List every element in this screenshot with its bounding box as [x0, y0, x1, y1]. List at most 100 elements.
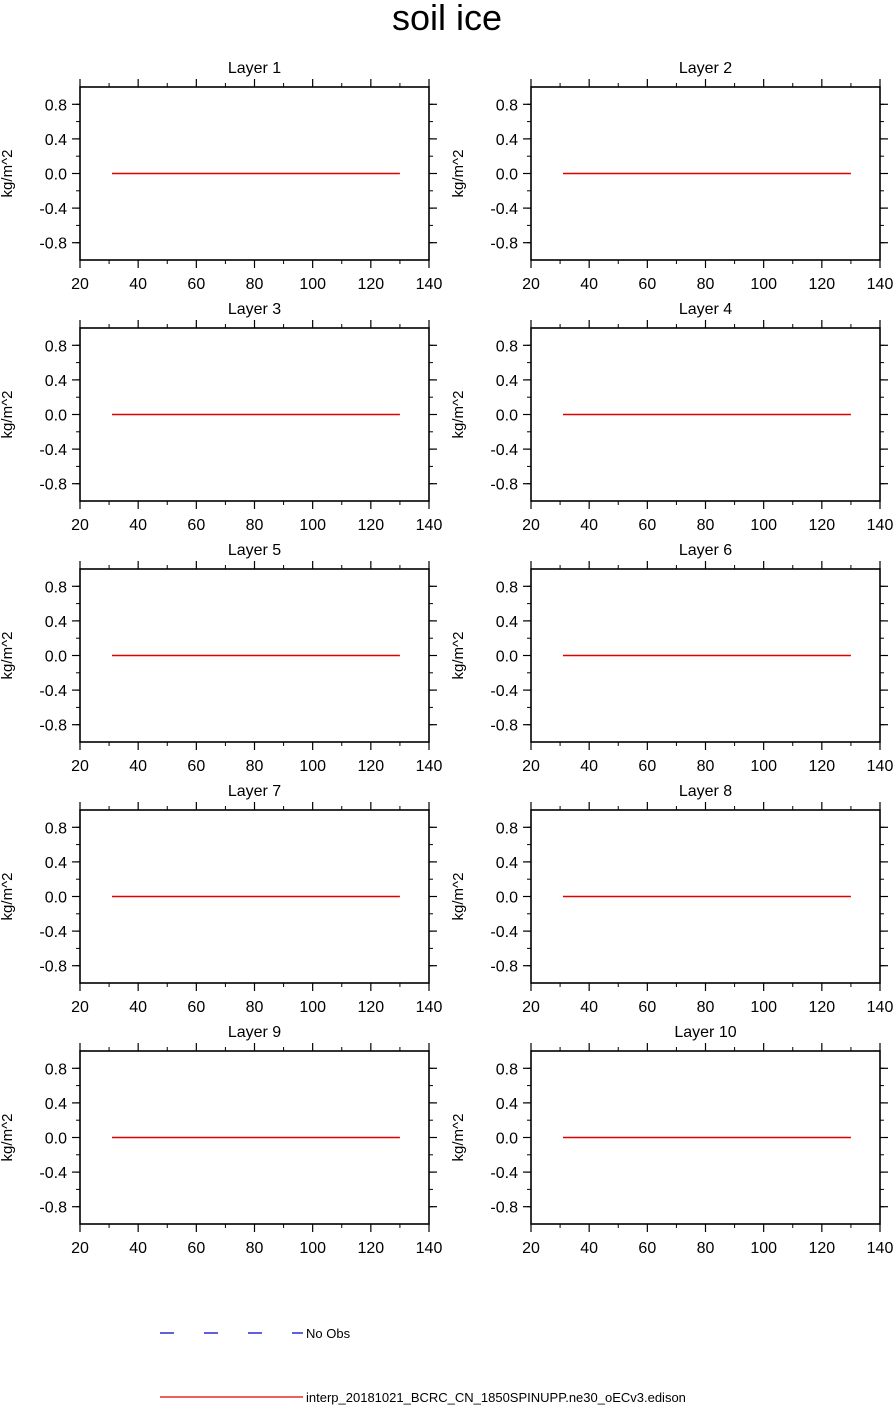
y-tick-label: 0.4 — [45, 614, 67, 631]
y-tick-label: -0.8 — [39, 236, 67, 253]
panel-title: Layer 6 — [679, 542, 732, 559]
y-tick-label: 0.8 — [496, 820, 518, 837]
y-tick-label: 0.4 — [496, 614, 518, 631]
y-tick-label: -0.4 — [39, 1165, 67, 1182]
x-tick-label: 60 — [187, 1240, 205, 1257]
x-tick-label: 40 — [580, 1240, 598, 1257]
x-tick-label: 60 — [187, 758, 205, 775]
y-tick-label: 0.4 — [496, 1096, 518, 1113]
x-tick-label: 60 — [187, 999, 205, 1016]
y-tick-label: -0.8 — [39, 959, 67, 976]
y-tick-label: 0.0 — [496, 408, 518, 425]
y-tick-label: 0.8 — [45, 1061, 67, 1078]
y-tick-label: -0.8 — [39, 1200, 67, 1217]
y-tick-label: 0.8 — [45, 97, 67, 114]
panel-layer-8: Layer 8 20 40 60 80 100 120 140 0.8 0.4 0.0 -0.4 -0.… — [450, 783, 893, 1016]
x-tick-label: 60 — [638, 999, 656, 1016]
x-tick-label: 120 — [808, 1240, 835, 1257]
y-tick-label: -0.4 — [39, 683, 67, 700]
x-tick-label: 60 — [638, 517, 656, 534]
y-axis-label: kg/m^2 — [450, 1114, 467, 1162]
x-tick-label: 120 — [357, 758, 384, 775]
x-tick-label: 120 — [808, 517, 835, 534]
y-tick-label: 0.4 — [496, 132, 518, 149]
x-tick-label: 20 — [71, 276, 89, 293]
panel-title: Layer 7 — [228, 783, 281, 800]
x-tick-label: 20 — [71, 999, 89, 1016]
panel-title: Layer 8 — [679, 783, 732, 800]
x-tick-label: 120 — [357, 999, 384, 1016]
y-tick-label: -0.8 — [490, 1200, 518, 1217]
x-tick-label: 40 — [129, 1240, 147, 1257]
x-tick-label: 40 — [129, 517, 147, 534]
panel-title: Layer 9 — [228, 1024, 281, 1041]
y-tick-label: -0.4 — [490, 683, 518, 700]
y-tick-label: 0.4 — [45, 855, 67, 872]
x-tick-label: 100 — [750, 758, 777, 775]
panel-layer-7: Layer 7 20 40 60 80 100 120 140 0.8 0.4 0.0 -0.4 -0.… — [0, 783, 442, 1016]
y-tick-label: 0.0 — [45, 167, 67, 184]
x-tick-label: 120 — [808, 999, 835, 1016]
y-tick-label: 0.0 — [45, 1131, 67, 1148]
y-tick-label: 0.0 — [45, 890, 67, 907]
x-tick-label: 100 — [299, 1240, 326, 1257]
y-axis-label: kg/m^2 — [0, 391, 16, 439]
x-tick-label: 20 — [522, 999, 540, 1016]
x-tick-label: 80 — [697, 999, 715, 1016]
y-tick-label: 0.8 — [496, 1061, 518, 1078]
panel-layer-3: Layer 3 20 40 60 80 100 120 140 0.8 0.4 0.0 -0.4 -0.… — [0, 301, 442, 534]
x-tick-label: 40 — [580, 276, 598, 293]
x-tick-label: 20 — [522, 758, 540, 775]
x-tick-label: 60 — [187, 517, 205, 534]
y-axis-label: kg/m^2 — [0, 150, 16, 198]
x-tick-label: 120 — [808, 276, 835, 293]
x-tick-label: 80 — [246, 999, 264, 1016]
x-tick-label: 100 — [750, 276, 777, 293]
x-tick-label: 140 — [867, 276, 894, 293]
panel-layer-9: Layer 9 20 40 60 80 100 120 140 0.8 0.4 0.0 -0.4 -0.… — [0, 1024, 442, 1257]
x-tick-label: 20 — [522, 1240, 540, 1257]
panel-title: Layer 3 — [228, 301, 281, 318]
x-tick-label: 60 — [638, 758, 656, 775]
x-tick-label: 40 — [580, 517, 598, 534]
y-tick-label: 0.0 — [45, 649, 67, 666]
panel-title: Layer 10 — [674, 1024, 736, 1041]
y-tick-label: 0.0 — [496, 890, 518, 907]
x-tick-label: 140 — [416, 1240, 443, 1257]
y-tick-label: 0.4 — [496, 855, 518, 872]
y-axis-label: kg/m^2 — [450, 632, 467, 680]
panels-grid: Layer 1 20 40 60 80 100 120 140 0.8 0.4 0.0 -0.4 -0.… — [0, 60, 893, 1257]
x-tick-label: 100 — [750, 1240, 777, 1257]
y-tick-label: -0.8 — [490, 718, 518, 735]
x-tick-label: 120 — [357, 1240, 384, 1257]
y-tick-label: -0.8 — [39, 477, 67, 494]
x-tick-label: 40 — [129, 758, 147, 775]
panel-title: Layer 2 — [679, 60, 732, 77]
x-tick-label: 60 — [187, 276, 205, 293]
x-tick-label: 20 — [71, 1240, 89, 1257]
legend-label: interp_20181021_BCRC_CN_1850SPINUPP.ne30… — [306, 1390, 686, 1405]
x-tick-label: 80 — [697, 1240, 715, 1257]
x-tick-label: 120 — [357, 517, 384, 534]
x-tick-label: 100 — [299, 276, 326, 293]
panel-title: Layer 5 — [228, 542, 281, 559]
y-tick-label: 0.4 — [45, 132, 67, 149]
y-axis-label: kg/m^2 — [450, 873, 467, 921]
y-tick-label: -0.8 — [490, 477, 518, 494]
y-tick-label: 0.8 — [496, 579, 518, 596]
x-tick-label: 20 — [522, 517, 540, 534]
y-tick-label: 0.8 — [496, 338, 518, 355]
y-tick-label: -0.4 — [490, 201, 518, 218]
panel-layer-1: Layer 1 20 40 60 80 100 120 140 0.8 0.4 0.0 -0.4 -0.… — [0, 60, 442, 293]
y-tick-label: 0.4 — [45, 373, 67, 390]
y-tick-label: 0.8 — [45, 820, 67, 837]
y-axis-label: kg/m^2 — [450, 150, 467, 198]
x-tick-label: 140 — [416, 758, 443, 775]
x-tick-label: 80 — [246, 758, 264, 775]
x-tick-label: 140 — [867, 758, 894, 775]
y-tick-label: 0.8 — [496, 97, 518, 114]
y-tick-label: -0.4 — [490, 1165, 518, 1182]
x-tick-label: 140 — [416, 517, 443, 534]
x-tick-label: 100 — [750, 517, 777, 534]
y-tick-label: 0.4 — [45, 1096, 67, 1113]
